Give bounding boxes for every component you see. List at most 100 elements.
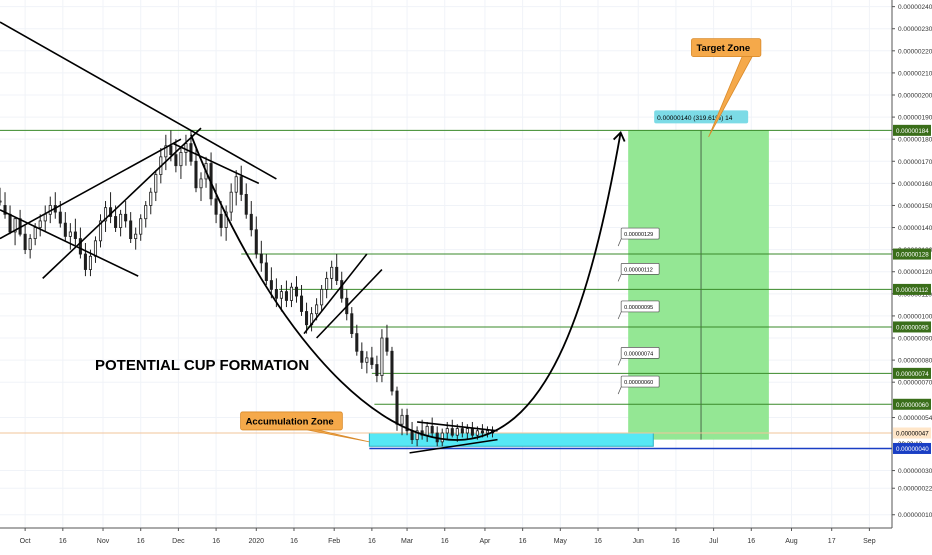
y-tick-label: 0.00000010 [898,512,932,519]
candle-body [139,218,143,235]
candle-body [154,174,158,193]
candle-body [169,145,173,156]
target-zone-box [628,130,769,440]
support-badge: 0.00000040 [896,446,929,453]
candle-body [3,205,7,215]
candle-body [174,154,178,167]
candle-body [269,280,273,290]
candle-body [395,390,399,425]
y-tick-label: 0.00000150 [898,203,932,210]
trendline [316,268,383,339]
y-tick-label: 0.00000030 [898,468,932,475]
candle-body [465,428,469,434]
candle-body [400,414,404,425]
x-tick-label: Oct [20,538,31,545]
level-note-pointer [617,358,622,366]
trendline [0,209,139,277]
candle-body [214,198,218,215]
y-tick-label: 0.00000140 [898,225,932,232]
trendline [0,21,277,180]
candle-body [279,291,283,299]
candle-body [88,255,92,270]
level-badge: 0.00000184 [896,128,929,135]
candle-body [114,216,118,228]
candle-body [164,145,168,158]
candle-body [264,262,268,281]
candle-body [415,430,419,441]
candle-body [485,430,489,434]
candle-body [425,425,429,436]
candle-body [460,428,464,434]
level-note-label: 0.00000129 [624,232,653,238]
y-tick-label: 0.00000054 [898,415,932,422]
level-note-box [620,375,660,388]
candle-body [320,289,324,306]
level-badge: 0.00000112 [896,287,929,294]
candle-body [83,253,87,270]
candle-body [299,295,304,312]
candle-body [370,357,374,365]
candle-body [33,227,37,239]
y-tick-label: 0.00000080 [898,358,932,365]
candle-body [38,220,42,228]
level-note-label: 0.00000112 [624,267,653,273]
candle-body [63,222,67,237]
y-tick-label: 0.00000230 [898,26,932,33]
candle-body [98,220,103,242]
candle-body [430,425,434,434]
level-badge-box [893,283,931,295]
candle-body [475,430,479,436]
y-tick-label: 0.00000190 [898,115,932,122]
candle-body [68,231,72,237]
y-tick-label: 0.00000220 [898,48,932,55]
current-price-badge-box [893,427,931,439]
x-tick-label: 16 [441,538,449,545]
level-note: 0.00000112 [617,263,660,282]
candle-body [325,277,329,290]
level-note-label: 0.00000095 [624,305,653,311]
candle-body [254,229,258,255]
candle-body [470,428,474,436]
level-note-pointer [617,311,622,320]
x-tick-label: 16 [212,538,220,545]
level-note-pointer [617,386,622,395]
x-tick-label: 16 [747,538,755,545]
callout-label: Accumulation Zone [246,416,334,427]
candle-body [184,143,188,153]
candle-body [315,304,319,315]
level-note-box [620,347,660,359]
y-tick-label: 0.00000090 [898,336,932,343]
x-tick-label: Dec [172,538,185,545]
candle-body [104,207,108,222]
callout-box [691,38,762,58]
candle-body [259,253,263,264]
candle-body [239,176,243,195]
y-tick-label: 0.00000070 [898,380,932,387]
candle-body [234,176,238,193]
trendline [173,142,260,185]
trendline [303,253,368,335]
candle-body [58,211,62,224]
candle-body [335,266,339,281]
candle-body [440,432,444,443]
y-tick-label: 0.00000022 [898,486,932,493]
x-tick-label: 16 [368,538,376,545]
level-badge: 0.00000060 [896,402,929,409]
level-note-box [620,300,660,313]
y-tick-label: 0.00000160 [898,181,932,188]
candle-body [294,286,299,297]
x-tick-label: Jun [633,538,644,545]
candle-body [360,350,364,363]
x-tick-label: Sep [863,538,876,545]
cup-curve [190,132,622,441]
x-tick-label: May [554,538,568,545]
candle-body [93,240,98,257]
candle-body [480,430,484,434]
candle-body [124,213,128,222]
candle-body [129,220,133,239]
x-tick-label: 16 [290,538,298,545]
level-note-box [620,227,660,240]
cup-arrow-head [612,130,626,142]
